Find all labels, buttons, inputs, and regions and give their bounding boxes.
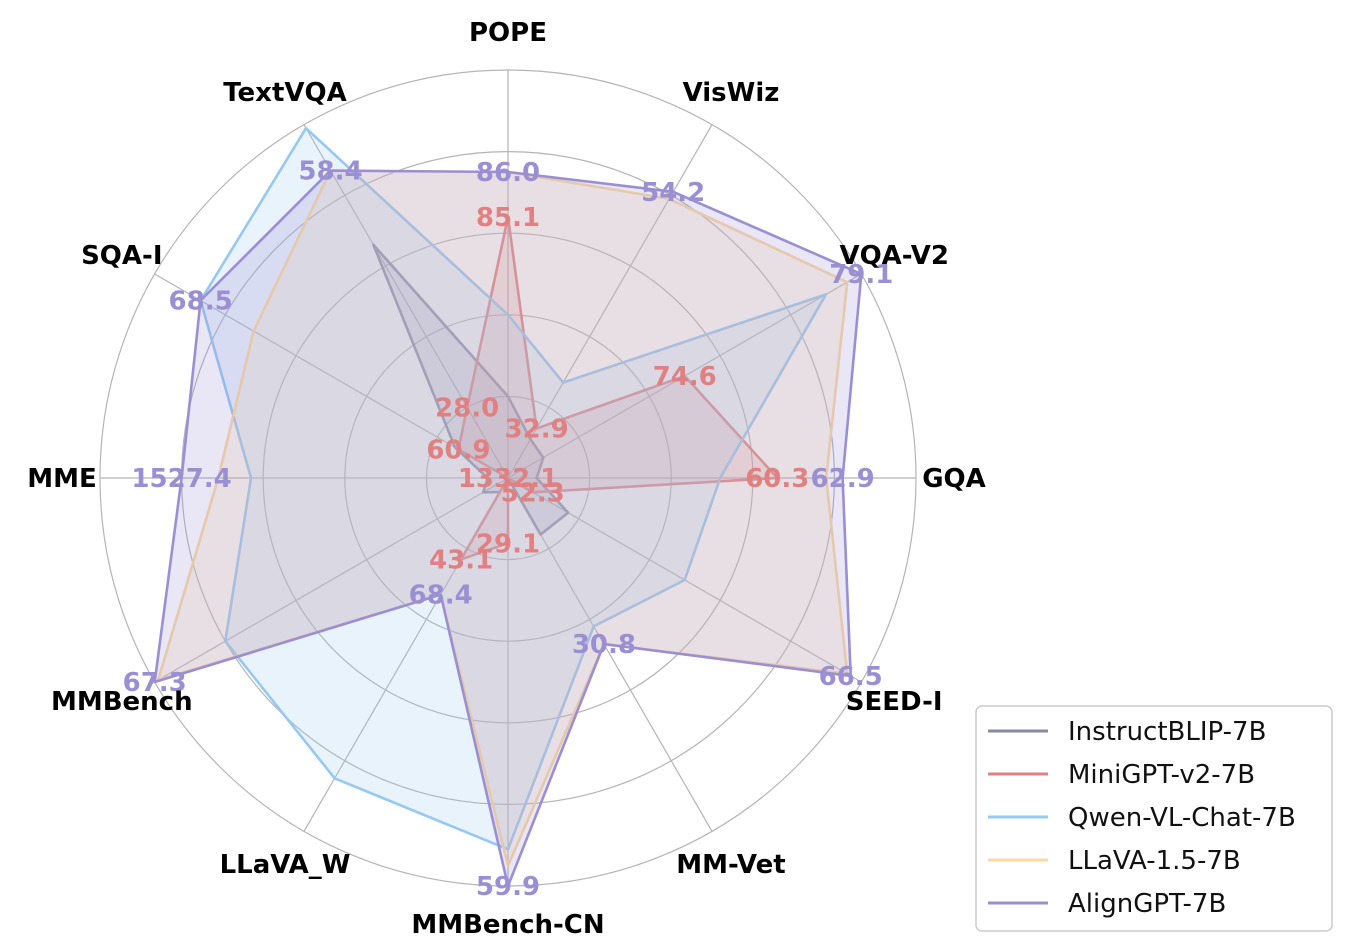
legend-box (975, 705, 1333, 932)
value-label-minigpt-v2-7b-pope: 85.1 (476, 203, 540, 233)
spoke-viswiz (507, 124, 713, 479)
value-label-aligngpt-7b-mme: 1527.4 (131, 464, 231, 494)
spoke-mm-vet (507, 477, 713, 832)
axis-label-mm-vet: MM-Vet (676, 850, 785, 880)
axis-label-sqa-i: SQA-I (81, 241, 162, 271)
value-label-aligngpt-7b-mm-vet: 30.8 (572, 630, 636, 660)
spoke-mmbench (154, 477, 509, 683)
axis-labels: POPE VisWiz VQA-V2 GQA SEED-I MM-Vet MMBench-C… (27, 18, 986, 940)
axis-label-pope: POPE (469, 18, 547, 48)
value-label-aligngpt-7b-pope: 86.0 (476, 158, 540, 188)
value-label-aligngpt-7b-textvqa: 58.4 (298, 157, 362, 187)
value-label-aligngpt-7b-vqa-v2: 79.1 (829, 260, 893, 290)
value-label-aligngpt-7b-seed-i: 66.5 (819, 662, 883, 692)
axis-label-textvqa: TextVQA (223, 78, 346, 108)
value-label-minigpt-v2-7b-mme: 1332.1 (458, 464, 558, 494)
axis-label-seed-i: SEED-I (846, 687, 943, 717)
value-label-aligngpt-7b-viswiz: 54.2 (641, 178, 705, 208)
value-label-minigpt-v2-7b-sqa-i: 60.9 (426, 435, 490, 465)
legend-label-qwen-vl-chat-7b: Qwen-VL-Chat-7B (1068, 803, 1296, 833)
value-label-minigpt-v2-7b-vqa-v2: 74.6 (653, 362, 717, 392)
value-label-minigpt-v2-7b-mmbench-cn: 29.1 (476, 529, 540, 559)
legend: InstructBLIP-7B MiniGPT-v2-7B Qwen-VL-Chat… (975, 705, 1333, 932)
legend-label-minigpt-v2-7b: MiniGPT-v2-7B (1068, 760, 1255, 790)
series-minigpt-v2-7b (457, 215, 779, 561)
spoke-textvqa (303, 124, 509, 479)
value-label-minigpt-v2-7b-textvqa: 28.0 (435, 393, 499, 423)
value-label-aligngpt-7b-mmbench-cn: 59.9 (476, 872, 540, 902)
legend-label-llava-1-5-7b: LLaVA-1.5-7B (1068, 846, 1241, 876)
legend-label-aligngpt-7b: AlignGPT-7B (1068, 889, 1226, 919)
legend-label-instructblip-7b: InstructBLIP-7B (1068, 717, 1266, 747)
series-aligngpt-7b (153, 169, 863, 888)
spoke-sqa-i (154, 273, 509, 479)
value-label-aligngpt-7b-mmbench: 67.3 (123, 668, 187, 698)
value-label-minigpt-v2-7b-viswiz: 32.9 (505, 415, 569, 445)
series-llava-1-5-7b (156, 169, 849, 867)
value-label-minigpt-v2-7b-llava-w: 43.1 (429, 545, 493, 575)
value-labels: 85.1 32.9 74.6 60.3 52.3 29.143.1 1332.160.9 28… (123, 157, 894, 902)
axis-label-vqa-v2: VQA-V2 (839, 241, 948, 271)
axis-label-mmbench: MMBench (51, 687, 193, 717)
axis-label-llava-w: LLaVA_W (220, 850, 351, 880)
value-label-aligngpt-7b-sqa-i: 68.5 (169, 287, 233, 317)
axis-label-viswiz: VisWiz (683, 78, 780, 108)
value-label-minigpt-v2-7b-gqa: 60.3 (745, 464, 809, 494)
value-label-aligngpt-7b-llava-w: 68.4 (409, 581, 473, 611)
value-label-minigpt-v2-7b-seed-i: 52.3 (501, 478, 565, 508)
value-label-aligngpt-7b-gqa: 62.9 (811, 464, 875, 494)
radar-series (153, 126, 863, 888)
axis-label-mme: MME (27, 464, 97, 494)
axis-label-mmbench-cn: MMBench-CN (411, 910, 604, 940)
axis-label-gqa: GQA (922, 464, 986, 494)
